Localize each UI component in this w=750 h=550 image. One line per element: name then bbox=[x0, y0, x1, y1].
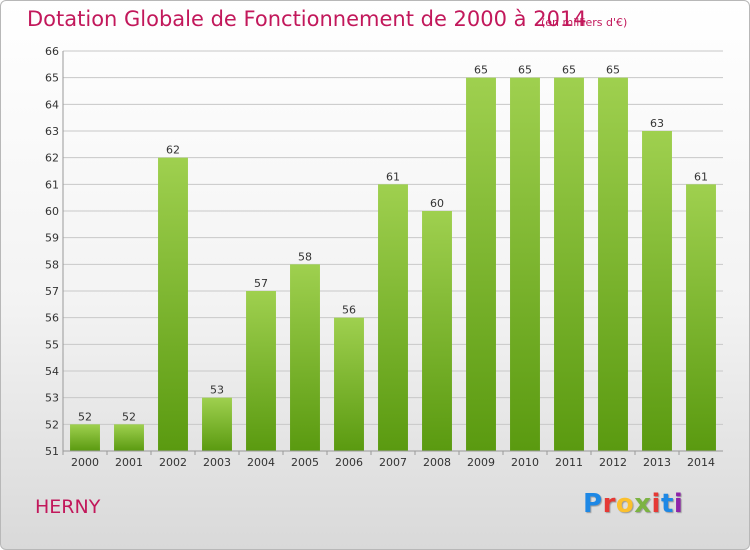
bar-2002 bbox=[158, 157, 188, 451]
x-tick-label: 2004 bbox=[247, 456, 275, 469]
y-tick-label: 55 bbox=[45, 338, 59, 351]
x-tick-label: 2000 bbox=[71, 456, 99, 469]
bar-value-label: 65 bbox=[518, 64, 532, 77]
bar-value-label: 58 bbox=[298, 250, 312, 263]
commune-name: HERNY bbox=[35, 496, 101, 518]
x-tick-label: 2008 bbox=[423, 456, 451, 469]
x-tick-label: 2009 bbox=[467, 456, 495, 469]
y-tick-label: 62 bbox=[45, 152, 59, 165]
x-tick-label: 2011 bbox=[555, 456, 583, 469]
bar-value-label: 61 bbox=[386, 170, 400, 183]
bar-2003 bbox=[202, 397, 232, 451]
x-tick-label: 2012 bbox=[599, 456, 627, 469]
bar-value-label: 62 bbox=[166, 144, 180, 157]
bar-2011 bbox=[554, 77, 584, 452]
chart-title: Dotation Globale de Fonctionnement de 20… bbox=[27, 7, 587, 31]
bar-2001 bbox=[114, 424, 144, 451]
bar-value-label: 56 bbox=[342, 304, 356, 317]
bar-value-label: 63 bbox=[650, 117, 664, 130]
y-tick-label: 51 bbox=[45, 445, 59, 458]
bar-value-label: 65 bbox=[606, 64, 620, 77]
y-tick-label: 53 bbox=[45, 392, 59, 405]
logo-letter: P bbox=[583, 489, 603, 519]
chart-subtitle: (en milliers d'€) bbox=[541, 16, 628, 29]
logo-letter: x bbox=[634, 489, 652, 519]
x-tick-label: 2013 bbox=[643, 456, 671, 469]
bar-2009 bbox=[466, 77, 496, 452]
bar-value-label: 65 bbox=[474, 64, 488, 77]
logo-letter: r bbox=[602, 489, 616, 519]
y-tick-label: 52 bbox=[45, 418, 59, 431]
y-tick-label: 59 bbox=[45, 232, 59, 245]
y-tick-label: 64 bbox=[45, 98, 59, 111]
y-tick-label: 63 bbox=[45, 125, 59, 138]
x-tick-label: 2014 bbox=[687, 456, 715, 469]
x-tick-label: 2003 bbox=[203, 456, 231, 469]
bar-2013 bbox=[642, 131, 672, 451]
bar-2010 bbox=[510, 77, 540, 452]
bar-value-label: 53 bbox=[210, 384, 224, 397]
y-tick-label: 66 bbox=[45, 45, 59, 58]
proxiti-logo: Proxiti bbox=[583, 489, 683, 519]
x-tick-label: 2005 bbox=[291, 456, 319, 469]
x-tick-label: 2006 bbox=[335, 456, 363, 469]
bar-2012 bbox=[598, 77, 628, 452]
y-tick-label: 58 bbox=[45, 258, 59, 271]
y-tick-label: 60 bbox=[45, 205, 59, 218]
bar-value-label: 60 bbox=[430, 197, 444, 210]
bar-value-label: 61 bbox=[694, 170, 708, 183]
bar-value-label: 52 bbox=[78, 410, 92, 423]
y-tick-label: 54 bbox=[45, 365, 59, 378]
bar-value-label: 57 bbox=[254, 277, 268, 290]
y-tick-label: 65 bbox=[45, 72, 59, 85]
axes: 51 52 53 54 55 56 57 58 59 60 61 62 63 64 65 66 2000 2001… bbox=[45, 45, 723, 469]
logo-letter: i bbox=[651, 489, 661, 519]
logo-letter: t bbox=[660, 489, 674, 519]
bars: 52 52 62 53 57 58 56 61 60 65 65 65 65 63 61 bbox=[70, 64, 716, 452]
bar-value-label: 52 bbox=[122, 410, 136, 423]
logo-letter: i bbox=[673, 489, 684, 519]
x-tick-label: 2001 bbox=[115, 456, 143, 469]
bar-2000 bbox=[70, 424, 100, 451]
bar-2005 bbox=[290, 264, 320, 451]
logo-letter: o bbox=[615, 489, 635, 519]
x-tick-label: 2002 bbox=[159, 456, 187, 469]
y-tick-label: 57 bbox=[45, 285, 59, 298]
bar-2007 bbox=[378, 184, 408, 452]
x-tick-label: 2010 bbox=[511, 456, 539, 469]
y-tick-label: 56 bbox=[45, 312, 59, 325]
bar-2006 bbox=[334, 317, 364, 451]
bar-2014 bbox=[686, 184, 716, 452]
bar-2008 bbox=[422, 211, 452, 451]
x-tick-label: 2007 bbox=[379, 456, 407, 469]
y-tick-label: 61 bbox=[45, 178, 59, 191]
bar-value-label: 65 bbox=[562, 64, 576, 77]
bar-2004 bbox=[246, 291, 276, 451]
